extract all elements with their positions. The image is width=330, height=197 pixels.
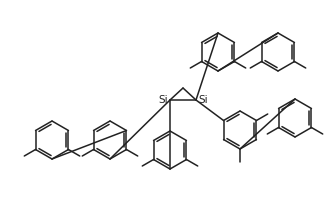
Text: Si: Si — [158, 95, 168, 105]
Text: Si: Si — [198, 95, 208, 105]
